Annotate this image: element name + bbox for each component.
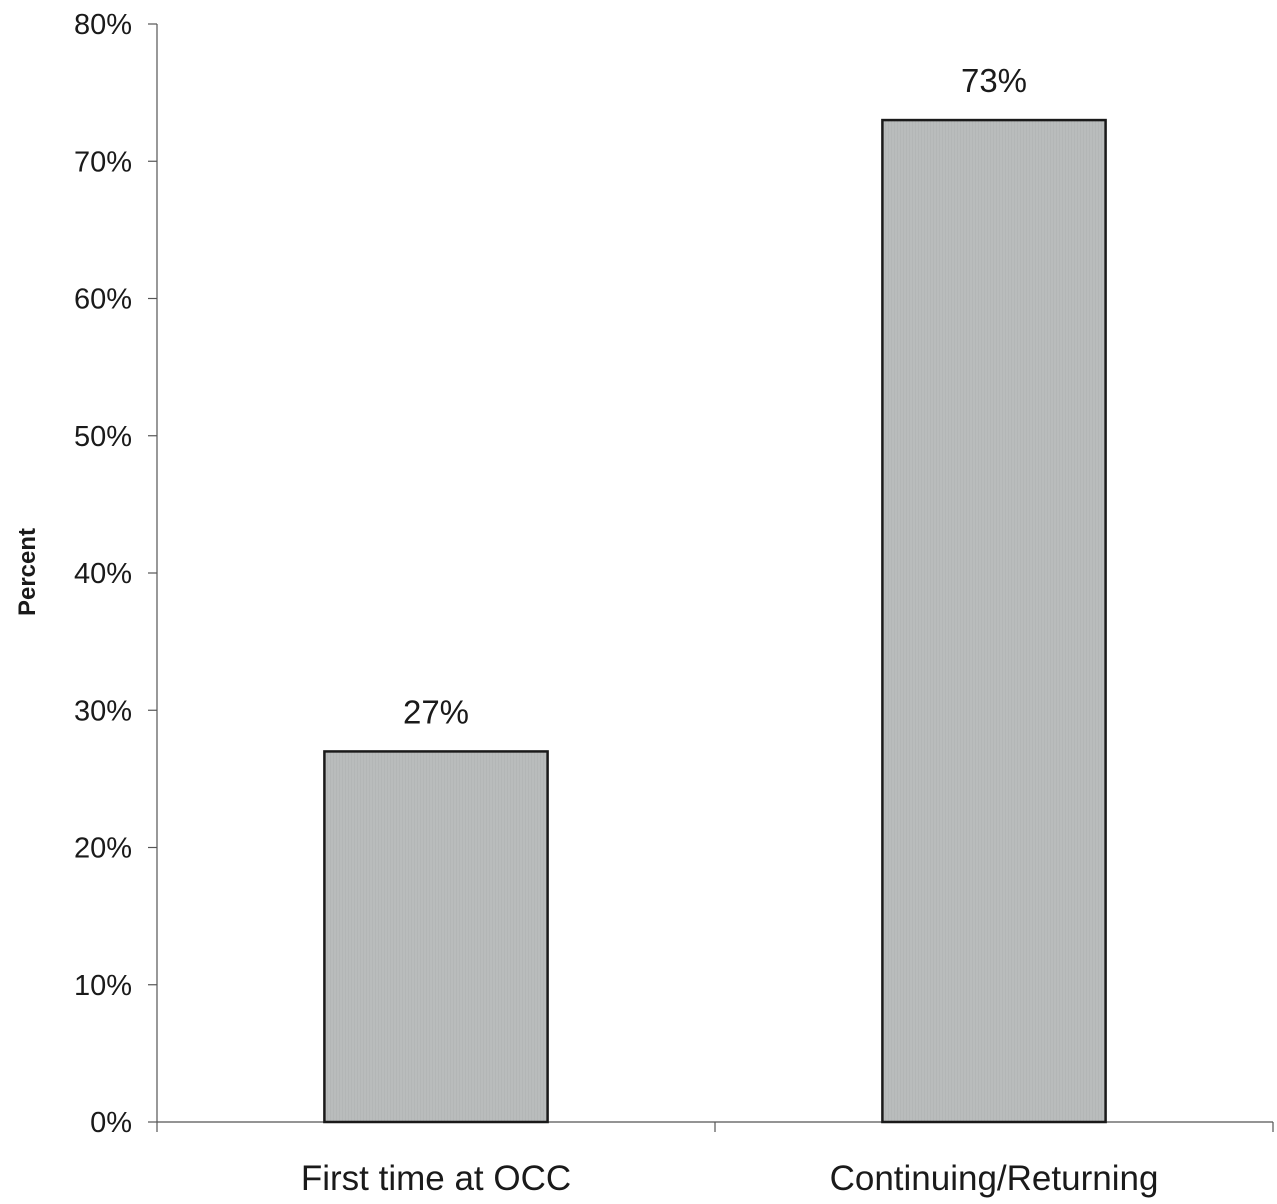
y-tick-label: 30% (74, 695, 132, 727)
data-label-2: 73% (961, 62, 1027, 99)
category-label-2: Continuing/Returning (830, 1159, 1159, 1198)
y-tick-label: 50% (74, 421, 132, 453)
y-tick-label: 20% (74, 833, 132, 865)
bar-2 (881, 118, 1107, 1124)
y-tick-label: 10% (74, 970, 132, 1002)
y-tick-label: 40% (74, 558, 132, 590)
data-label-1: 27% (403, 693, 469, 730)
y-tick-label: 70% (74, 146, 132, 178)
y-axis-title: Percent (14, 528, 41, 616)
y-tick-label: 80% (74, 9, 132, 41)
y-tick-label: 60% (74, 284, 132, 316)
y-tick-label: 0% (90, 1107, 132, 1139)
bar-1 (323, 750, 549, 1124)
category-label-1: First time at OCC (301, 1159, 571, 1198)
